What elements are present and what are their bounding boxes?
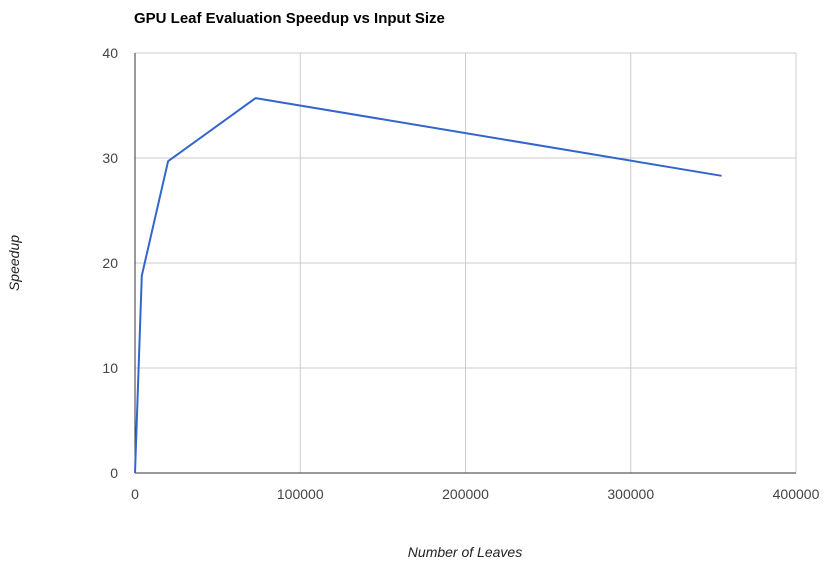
y-axis-label: Speedup <box>6 235 22 291</box>
series-line <box>134 97 722 474</box>
y-tick-label: 10 <box>102 360 118 376</box>
x-tick-label: 100000 <box>277 486 324 502</box>
axes <box>134 53 796 474</box>
grid-lines <box>135 52 797 473</box>
x-tick-label: 300000 <box>607 486 654 502</box>
y-tick-label: 40 <box>102 45 118 61</box>
chart-title: GPU Leaf Evaluation Speedup vs Input Siz… <box>134 10 445 27</box>
y-tick-label: 20 <box>102 255 118 271</box>
x-axis-label: Number of Leaves <box>408 544 522 560</box>
y-tick-label: 0 <box>110 465 118 481</box>
x-tick-label: 400000 <box>773 486 820 502</box>
y-tick-label: 30 <box>102 150 118 166</box>
x-tick-label: 200000 <box>442 486 489 502</box>
tick-labels: 0 100000 200000 300000 400000 0 10 20 30 40 <box>102 45 819 502</box>
x-tick-label: 0 <box>131 486 139 502</box>
series-layer <box>134 97 722 474</box>
